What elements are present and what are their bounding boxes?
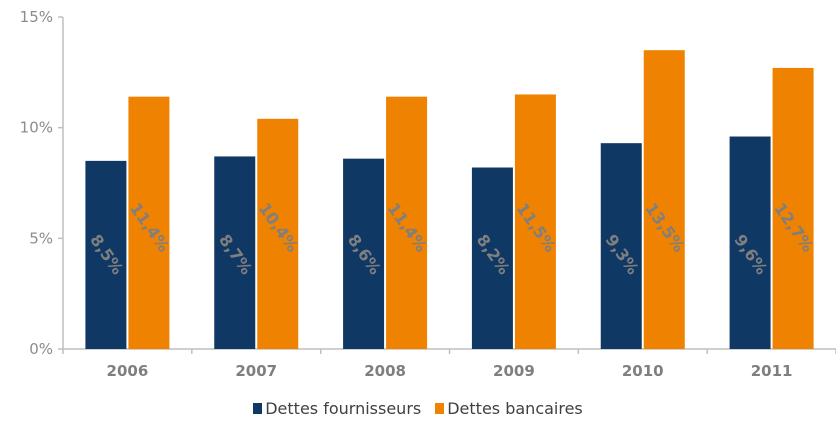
legend: Dettes fournisseurs Dettes bancaires xyxy=(0,399,836,418)
bar-bancaires xyxy=(257,118,299,350)
bar-fournisseurs xyxy=(214,156,256,349)
bar-fournisseurs xyxy=(471,167,513,349)
bar-bancaires xyxy=(514,94,556,349)
legend-item-bancaires: Dettes bancaires xyxy=(435,399,583,418)
y-tick-label: 15% xyxy=(20,8,53,26)
x-category-label: 2009 xyxy=(493,362,535,380)
legend-swatch-bancaires xyxy=(435,403,445,414)
legend-label-fournisseurs: Dettes fournisseurs xyxy=(265,399,422,418)
x-category-label: 2011 xyxy=(751,362,793,380)
legend-item-fournisseurs: Dettes fournisseurs xyxy=(253,399,421,418)
bar-bancaires xyxy=(772,67,814,349)
legend-label-bancaires: Dettes bancaires xyxy=(447,399,583,418)
y-tick-label: 0% xyxy=(29,340,53,358)
x-category-label: 2008 xyxy=(364,362,406,380)
bar-bancaires xyxy=(643,50,685,349)
x-category-label: 2006 xyxy=(107,362,149,380)
bar-chart: 0%5%10%15%8,5%11,4%20068,7%10,4%20078,6%… xyxy=(20,8,836,380)
bar-bancaires xyxy=(128,96,170,350)
y-tick-label: 5% xyxy=(29,229,53,247)
y-tick-label: 10% xyxy=(20,119,53,137)
bar-fournisseurs xyxy=(729,136,771,349)
bar-fournisseurs xyxy=(600,143,642,349)
x-category-label: 2007 xyxy=(235,362,277,380)
x-category-label: 2010 xyxy=(622,362,664,380)
bar-bancaires xyxy=(386,96,428,350)
legend-swatch-fournisseurs xyxy=(253,403,263,414)
bar-fournisseurs xyxy=(85,160,127,349)
bar-fournisseurs xyxy=(343,158,385,349)
